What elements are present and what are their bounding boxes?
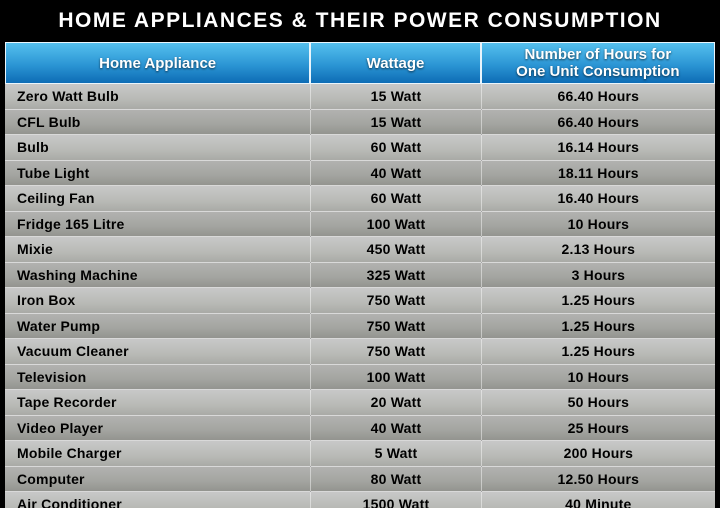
appliance-cell: Vacuum Cleaner [5,339,311,365]
hours-cell: 25 Hours [480,415,715,441]
hours-cell: 200 Hours [480,441,715,467]
wattage-cell: 80 Watt [310,466,481,492]
table-row: Bulb 60 Watt 16.14 Hours [5,135,715,161]
wattage-cell: 15 Watt [310,84,481,110]
appliance-cell: Tube Light [5,160,311,186]
table-row: Tape Recorder 20 Watt 50 Hours [5,390,715,416]
hours-cell: 18.11 Hours [480,160,715,186]
appliance-cell: CFL Bulb [5,109,311,135]
appliance-cell: Television [5,364,311,390]
table-row: Tube Light 40 Watt 18.11 Hours [5,160,715,186]
table-row: Mixie 450 Watt 2.13 Hours [5,237,715,263]
wattage-cell: 325 Watt [310,262,481,288]
wattage-cell: 40 Watt [310,415,481,441]
hours-cell: 10 Hours [480,364,715,390]
hours-cell: 40 Minute [480,492,715,508]
appliance-cell: Mixie [5,237,311,263]
table-row: Vacuum Cleaner 750 Watt 1.25 Hours [5,339,715,365]
wattage-cell: 750 Watt [310,339,481,365]
appliance-table-body: Zero Watt Bulb 15 Watt 66.40 Hours CFL Bulb… [5,84,715,508]
col-header-wattage: Wattage [310,42,481,84]
wattage-cell: 750 Watt [310,288,481,314]
wattage-cell: 750 Watt [310,313,481,339]
hours-cell: 2.13 Hours [480,237,715,263]
table-row: Television 100 Watt 10 Hours [5,364,715,390]
wattage-cell: 450 Watt [310,237,481,263]
wattage-cell: 60 Watt [310,135,481,161]
hours-cell: 1.25 Hours [480,288,715,314]
table-row: Ceiling Fan 60 Watt 16.40 Hours [5,186,715,212]
table-row: Washing Machine 325 Watt 3 Hours [5,262,715,288]
wattage-cell: 40 Watt [310,160,481,186]
wattage-cell: 15 Watt [310,109,481,135]
header-row: Home Appliance Wattage Number of Hours f… [5,42,715,84]
wattage-cell: 100 Watt [310,211,481,237]
table-row: Video Player 40 Watt 25 Hours [5,415,715,441]
appliance-cell: Fridge 165 Litre [5,211,311,237]
wattage-cell: 100 Watt [310,364,481,390]
appliance-cell: Ceiling Fan [5,186,311,212]
appliance-cell: Iron Box [5,288,311,314]
hours-cell: 10 Hours [480,211,715,237]
appliance-cell: Air Conditioner [5,492,311,508]
col-header-appliance: Home Appliance [5,42,311,84]
table-row: Fridge 165 Litre 100 Watt 10 Hours [5,211,715,237]
appliance-cell: Bulb [5,135,311,161]
appliance-cell: Computer [5,466,311,492]
hours-cell: 16.14 Hours [480,135,715,161]
wattage-cell: 20 Watt [310,390,481,416]
appliance-cell: Tape Recorder [5,390,311,416]
hours-cell: 12.50 Hours [480,466,715,492]
hours-cell: 16.40 Hours [480,186,715,212]
appliance-cell: Washing Machine [5,262,311,288]
table-row: Air Conditioner 1500 Watt 40 Minute [5,492,715,508]
table-row: CFL Bulb 15 Watt 66.40 Hours [5,109,715,135]
hours-cell: 3 Hours [480,262,715,288]
appliance-cell: Water Pump [5,313,311,339]
appliance-cell: Video Player [5,415,311,441]
appliance-table: Home Appliance Wattage Number of Hours f… [5,42,715,508]
table-row: Iron Box 750 Watt 1.25 Hours [5,288,715,314]
hours-cell: 66.40 Hours [480,109,715,135]
hours-cell: 1.25 Hours [480,313,715,339]
appliance-cell: Zero Watt Bulb [5,84,311,110]
wattage-cell: 1500 Watt [310,492,481,508]
hours-cell: 1.25 Hours [480,339,715,365]
col-header-hours: Number of Hours for One Unit Consumption [480,42,715,84]
page-title: HOME APPLIANCES & THEIR POWER CONSUMPTIO… [58,9,662,32]
wattage-cell: 5 Watt [310,441,481,467]
table-row: Water Pump 750 Watt 1.25 Hours [5,313,715,339]
wattage-cell: 60 Watt [310,186,481,212]
appliance-cell: Mobile Charger [5,441,311,467]
table-row: Zero Watt Bulb 15 Watt 66.40 Hours [5,84,715,110]
table-row: Computer 80 Watt 12.50 Hours [5,466,715,492]
hours-cell: 66.40 Hours [480,84,715,110]
table-row: Mobile Charger 5 Watt 200 Hours [5,441,715,467]
hours-cell: 50 Hours [480,390,715,416]
